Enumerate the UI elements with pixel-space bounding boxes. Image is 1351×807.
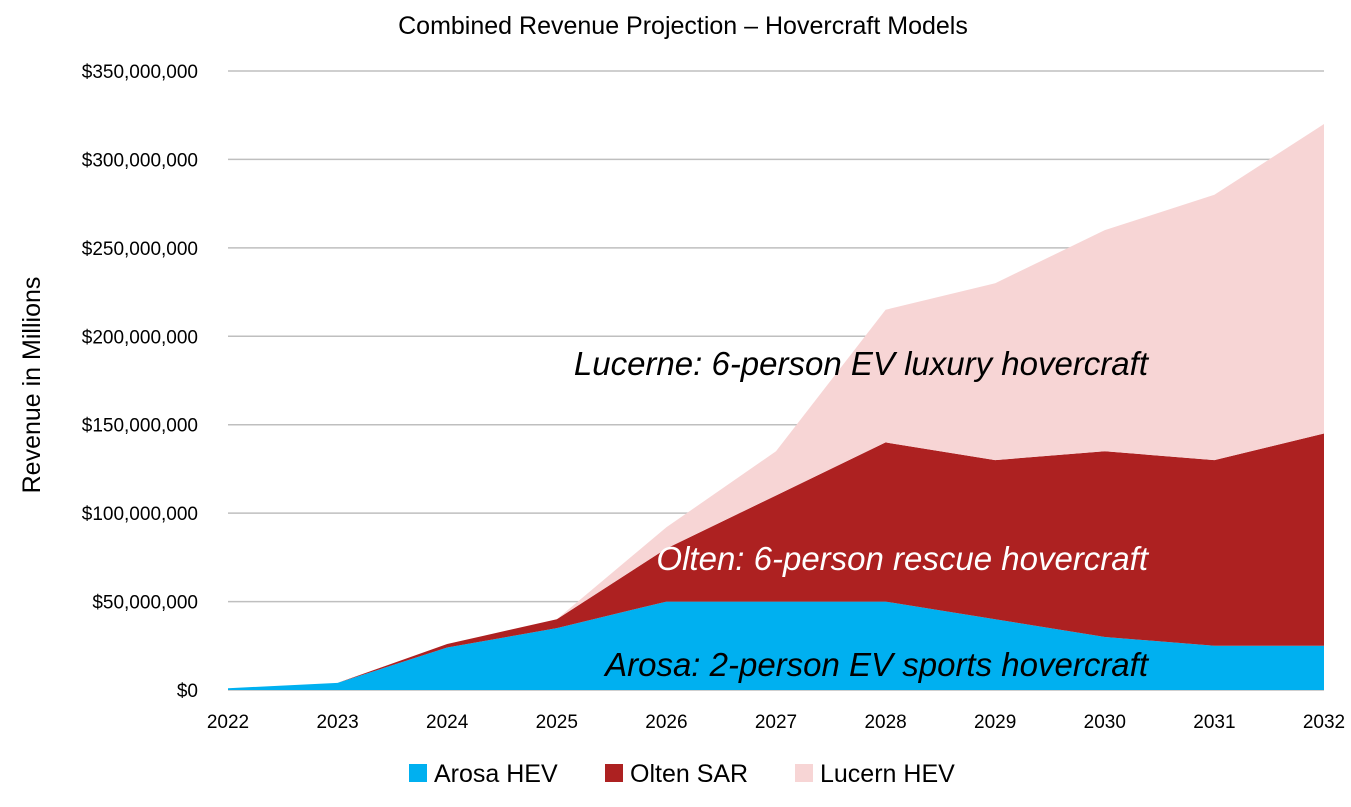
area-arosa-hev <box>228 601 1324 690</box>
y-tick-labels: $0 $50,000,000 $100,000,000 $150,000,000 $20… <box>82 62 198 702</box>
legend-label: Arosa HEV <box>434 760 558 788</box>
x-tick-labels: 2022 2023 2024 2025 2026 2027 2028 2029 2030 2031… <box>207 712 1345 733</box>
y-tick-label: $100,000,000 <box>82 504 198 525</box>
y-tick-label: $350,000,000 <box>82 62 198 83</box>
x-tick-label: 2023 <box>316 712 358 733</box>
legend-swatch <box>605 764 623 782</box>
y-tick-label: $0 <box>177 681 198 702</box>
x-tick-label: 2028 <box>864 712 906 733</box>
annotation-label: Arosa: 2-person EV sports hovercraft <box>603 646 1150 683</box>
legend-label: Lucern HEV <box>820 760 955 788</box>
x-tick-label: 2029 <box>974 712 1016 733</box>
x-tick-label: 2032 <box>1303 712 1345 733</box>
legend-label: Olten SAR <box>630 760 748 788</box>
legend-swatch <box>409 764 427 782</box>
stacked-areas <box>228 124 1324 690</box>
y-tick-label: $150,000,000 <box>82 416 198 437</box>
annotations: Lucerne: 6-person EV luxury hovercraft Ol… <box>574 345 1150 683</box>
x-tick-label: 2031 <box>1193 712 1235 733</box>
legend-swatch <box>795 764 813 782</box>
y-tick-label: $50,000,000 <box>92 593 198 614</box>
x-tick-label: 2024 <box>426 712 469 733</box>
annotation-label: Lucerne: 6-person EV luxury hovercraft <box>574 345 1150 382</box>
x-tick-label: 2026 <box>645 712 687 733</box>
y-tick-label: $200,000,000 <box>82 327 198 348</box>
gridlines <box>228 70 1324 691</box>
x-tick-label: 2027 <box>755 712 797 733</box>
y-axis-label: Revenue in Millions <box>18 277 46 494</box>
y-tick-label: $300,000,000 <box>82 150 198 171</box>
x-tick-label: 2025 <box>536 712 578 733</box>
x-tick-label: 2030 <box>1084 712 1126 733</box>
area-olten-sar <box>228 433 1324 689</box>
x-tick-label: 2022 <box>207 712 249 733</box>
annotation-label: Olten: 6-person rescue hovercraft <box>656 540 1149 577</box>
legend: Arosa HEV Olten SAR Lucern HEV <box>409 760 955 788</box>
chart-title: Combined Revenue Projection – Hovercraft… <box>398 12 968 40</box>
area-lucern-hev <box>228 124 1324 689</box>
y-tick-label: $250,000,000 <box>82 239 198 260</box>
